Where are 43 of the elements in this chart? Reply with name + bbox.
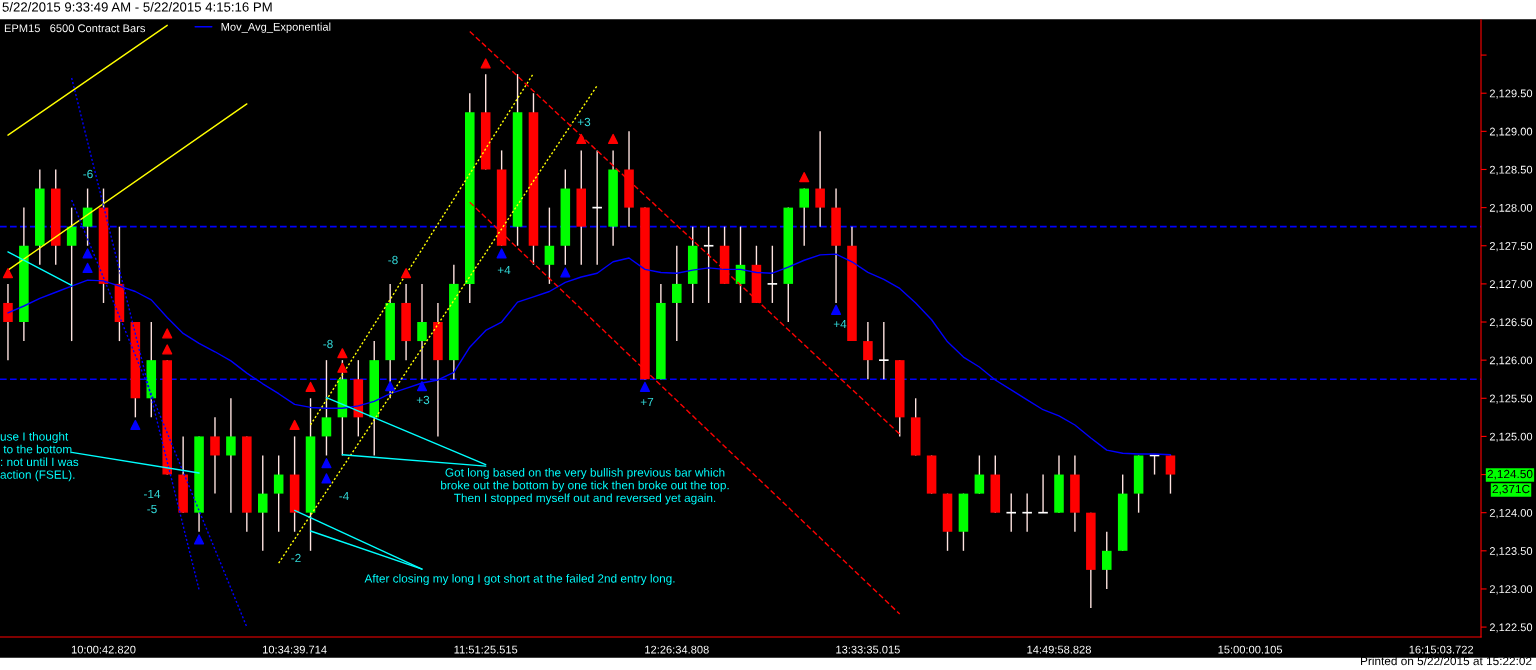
y-tick-label: 2,124.00 (1489, 508, 1533, 519)
y-tick-label: 2,127.50 (1489, 242, 1533, 252)
y-tick-label: 2,128.50 (1489, 165, 1533, 175)
annotation: +7 (640, 397, 654, 407)
text: Printed on 5/22/2015 at 15:22:02 (1361, 656, 1532, 666)
annotation: -8 (388, 255, 398, 265)
x-tick-label: 10:34:39.714 (263, 645, 327, 654)
annotation: -2 (291, 553, 301, 563)
annotation: After closing my long I got short at the failed 2nd entry long. (364, 574, 675, 586)
x-tick-label: 14:49:58.828 (1027, 645, 1091, 654)
legend-label: Mov_Avg_Exponential (221, 22, 331, 33)
x-tick-label: 15:00:00.105 (1218, 645, 1283, 654)
y-tick-label: 2,125.50 (1489, 394, 1533, 404)
y-tick-label: 2,122.50 (1489, 623, 1533, 633)
x-tick-label: 12:26:34.808 (645, 645, 709, 654)
annotation: +4 (833, 319, 847, 329)
annotation: use I thought to the bottom : not until I was action (FSEL). (0, 432, 79, 482)
x-tick-label: 13:33:35.015 (836, 645, 900, 654)
y-tick-label: 2,127.00 (1489, 280, 1533, 290)
y-tick-label: 2,128.00 (1489, 203, 1533, 214)
annotation: Got long based on the very bullish previous bar which broke out the bottom by one tick then broke out the top. Then I stopped myself out and reversed yet again. (441, 468, 729, 505)
y-tick-label: 2,123.00 (1489, 585, 1533, 595)
annotation: +3 (416, 395, 430, 405)
annotation: +4 (497, 265, 511, 275)
y-tick-label: 2,123.50 (1489, 547, 1533, 557)
y-tick-label: 2,125.00 (1489, 432, 1533, 442)
annotation: -5 (147, 504, 157, 514)
chart-title: 5/22/2015 9:33:49 AM - 5/22/2015 4:15:16 PM (2, 2, 272, 12)
text: 2,124.50 (1487, 469, 1533, 480)
y-tick-label: 2,126.50 (1489, 318, 1533, 328)
annotation: -6 (83, 169, 93, 179)
annotation: +3 (577, 117, 591, 127)
x-tick-label: 16:15:03.722 (1409, 645, 1474, 654)
x-tick-label: 11:51:25.515 (454, 645, 518, 654)
chart-subtitle: EPM15 6500 Contract Bars (4, 24, 146, 33)
annotation: -4 (339, 491, 349, 501)
x-tick-label: 10:00:42.820 (71, 645, 136, 654)
annotation: -8 (323, 339, 333, 349)
y-tick-label: 2,129.50 (1489, 89, 1533, 99)
text: 2,371C (1492, 484, 1530, 495)
annotation: -14 (143, 489, 161, 499)
y-tick-label: 2,129.00 (1489, 127, 1533, 137)
y-tick-label: 2,126.00 (1489, 356, 1533, 366)
